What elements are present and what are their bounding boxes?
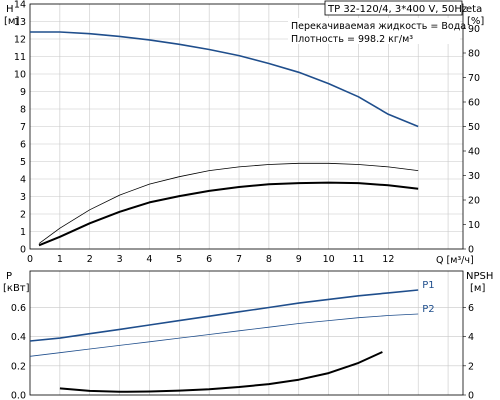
x-tick-label: 5 (176, 254, 182, 265)
x-tick-label: 1 (57, 254, 63, 265)
bottom-chart-frame (29, 270, 464, 396)
y-left-tick-label: 0.4 (11, 332, 26, 343)
x-tick-label: 10 (323, 254, 335, 265)
y-left-label-bottom: P (6, 271, 12, 282)
x-tick-label: 4 (146, 254, 152, 265)
series-line-eta (38, 162, 419, 244)
y-left-label-top: H (6, 4, 14, 15)
y-left-tick-label: 11 (14, 52, 26, 63)
y-left-tick-label: 7 (20, 122, 26, 133)
x-tick-label: 9 (296, 254, 302, 265)
header-box (324, 0, 463, 16)
header-notes-bg (288, 18, 460, 44)
bottom-chart-grid (30, 271, 463, 396)
density-note: Плотность = 998.2 кг/м³ (291, 34, 413, 45)
y-left-tick-label: 0.6 (11, 303, 26, 314)
y-left-tick-label: 12 (14, 35, 26, 46)
y-right-tick-label: 50 (468, 122, 480, 133)
y-left-unit-top: [м] (4, 16, 19, 27)
y-left-tick-label: 2 (20, 210, 26, 221)
y-left-tick-label: 0.2 (11, 361, 26, 372)
series-line-npsh (59, 351, 383, 393)
series-label-p2: P2 (422, 304, 434, 315)
y-right-tick-label: 4 (468, 332, 474, 343)
y-right-tick-label: 6 (468, 303, 474, 314)
series-label-p1: P1 (422, 280, 434, 291)
x-tick-label: 0 (27, 254, 33, 265)
y-right-unit-bottom: [м] (470, 283, 485, 294)
y-left-tick-label: 0.0 (11, 391, 26, 400)
y-right-label-bottom: NPSH (466, 271, 493, 282)
series-line-eta_total (38, 181, 419, 247)
y-right-tick-label: 30 (468, 171, 480, 182)
y-right-tick-label: 70 (468, 73, 480, 84)
y-right-tick-label: 90 (468, 24, 480, 35)
y-left-tick-label: 8 (20, 105, 26, 116)
y-left-tick-label: 5 (20, 157, 26, 168)
y-right-tick-label: 10 (468, 220, 480, 231)
y-right-tick-label: 2 (468, 361, 474, 372)
y-left-tick-label: 13 (14, 17, 26, 28)
y-left-tick-label: 14 (14, 0, 26, 11)
y-left-tick-label: 6 (20, 140, 26, 151)
liquid-note: Перекачиваемая жидкость = Вода (291, 21, 466, 32)
y-right-label-top: eta (466, 4, 482, 15)
y-right-tick-label: 0 (468, 391, 474, 400)
y-left-tick-label: 10 (14, 70, 26, 81)
y-right-tick-label: 80 (468, 49, 480, 60)
y-right-unit-top: [%] (467, 16, 484, 27)
top-chart-ticks: 0123456789101112131401020304050607080900… (14, 0, 480, 265)
series-line-p1 (29, 289, 419, 342)
y-right-tick-label: 40 (468, 147, 480, 158)
x-tick-label: 6 (206, 254, 212, 265)
x-tick-label: 8 (266, 254, 272, 265)
bottom-chart-series: P1 P2 (29, 280, 435, 393)
y-right-tick-label: 60 (468, 98, 480, 109)
x-tick-label: 2 (87, 254, 93, 265)
series-line-h (30, 31, 419, 128)
x-tick-label: 3 (117, 254, 123, 265)
y-left-tick-label: 0 (20, 245, 26, 256)
y-left-unit-bottom: [кВт] (3, 283, 30, 294)
top-chart-series (30, 31, 419, 247)
y-left-tick-label: 1 (20, 227, 26, 238)
bottom-chart-ticks: 0.0 0.2 0.4 0.6 0 2 4 6 (11, 303, 474, 400)
series-line-p2 (29, 313, 419, 357)
y-right-tick-label: 0 (468, 245, 474, 256)
y-left-tick-label: 3 (20, 192, 26, 203)
y-right-tick-label: 20 (468, 196, 480, 207)
y-left-tick-label: 4 (20, 175, 26, 186)
y-left-tick-label: 9 (20, 87, 26, 98)
x-tick-label: 11 (352, 254, 364, 265)
header-title: TP 32-120/4, 3*400 V, 50Hz (327, 4, 467, 15)
x-axis-label: Q [м³/ч] (436, 255, 474, 266)
x-tick-label: 12 (382, 254, 394, 265)
x-tick-label: 7 (236, 254, 242, 265)
